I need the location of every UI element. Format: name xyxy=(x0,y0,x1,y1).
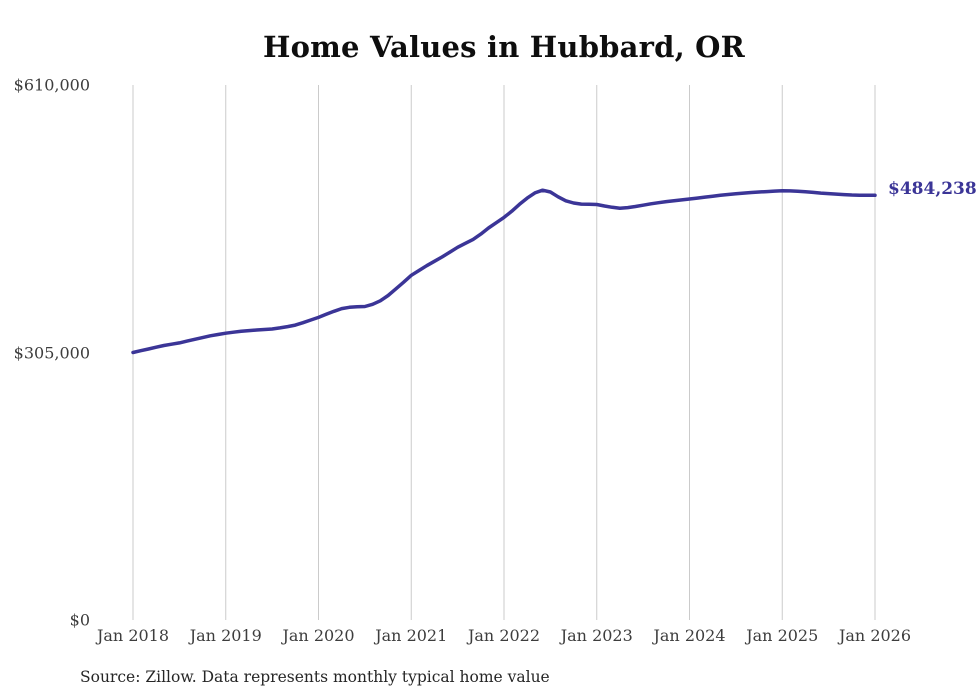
home-value-line xyxy=(131,188,877,355)
y-tick-label: $610,000 xyxy=(13,75,90,95)
x-tick-label: Jan 2026 xyxy=(838,626,912,645)
x-tick-label: Jan 2019 xyxy=(189,626,262,645)
current-value-label: $484,238 xyxy=(888,179,977,200)
x-tick-label: Jan 2025 xyxy=(746,626,819,645)
x-tick-label: Jan 2022 xyxy=(467,626,541,645)
chart-title: Home Values in Hubbard, OR xyxy=(263,30,745,64)
x-tick-label: Jan 2021 xyxy=(375,626,448,645)
y-tick-label: $305,000 xyxy=(13,343,90,362)
x-tick-label: Jan 2020 xyxy=(282,626,355,645)
x-tick-label: Jan 2023 xyxy=(560,626,633,645)
y-tick-label: $0 xyxy=(69,610,90,630)
source-note: Source: Zillow. Data represents monthly … xyxy=(80,668,550,686)
x-tick-label: Jan 2018 xyxy=(96,626,170,645)
x-tick-label: Jan 2024 xyxy=(653,626,726,645)
